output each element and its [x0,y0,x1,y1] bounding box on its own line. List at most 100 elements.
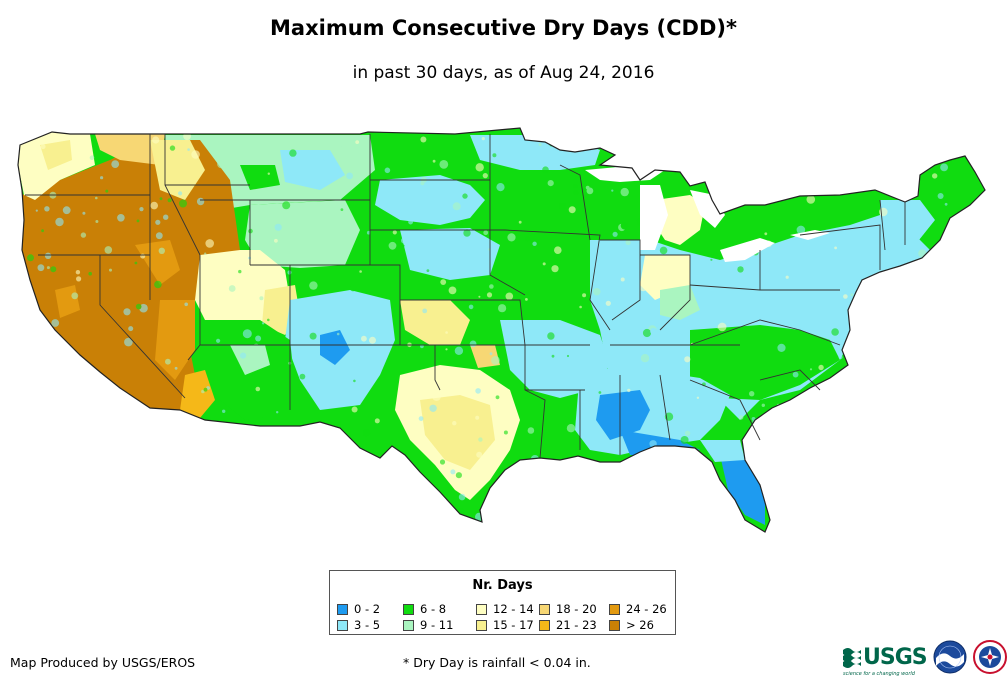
map-speckle [280,430,289,438]
map-speckle [95,196,98,200]
map-speckle [304,181,307,185]
map-speckle [408,219,413,225]
map-speckle [538,143,542,147]
map-speckle [168,476,172,480]
map-speckle [468,304,474,310]
map-speckle [89,155,95,160]
map-speckle [525,298,528,301]
map-speckle [432,392,441,401]
map-speckle [951,314,954,317]
map-speckle [801,485,805,489]
map-speckle [228,285,236,292]
map-speckle [282,445,291,453]
agency-logos: USGS science for a changing world [843,640,1007,677]
map-speckle [585,185,590,190]
map-speckle [322,154,330,162]
map-speckle [222,409,226,413]
map-speckle [445,331,448,334]
map-speckle [817,504,823,510]
map-speckle [838,355,843,360]
map-speckle [214,438,219,442]
map-speckle [805,515,813,523]
map-speckle [918,249,927,258]
map-speckle [960,143,969,151]
legend-item: 21 - 23 [539,618,597,632]
legend-box: Nr. Days 0 - 2 3 - 5 6 - 8 9 - 11 12 - 14 15 … [329,570,676,635]
map-speckle [856,184,860,187]
map-speckle [432,159,436,163]
map-speckle [898,151,905,158]
map-speckle [931,370,937,375]
map-speckle [287,270,292,275]
map-speckle [88,271,92,276]
map-speckle [803,422,810,428]
map-speckle [420,136,427,143]
map-speckle [448,286,457,295]
map-speckle [483,230,489,236]
map-speckle [475,388,481,394]
map-speckle [140,253,146,259]
map-speckle [439,459,446,465]
map-speckle [346,172,353,180]
map-speckle [318,317,323,322]
legend-item: > 26 [609,618,654,632]
map-speckle [929,406,933,410]
map-speckle [285,494,293,501]
legend-swatch [539,619,550,631]
map-speckle [328,490,333,494]
map-speckle [944,202,948,206]
map-speckle [749,391,755,397]
map-speckle [186,442,193,449]
map-speckle [128,326,134,332]
map-speckle [648,472,653,476]
dry-day-footnote: * Dry Day is rainfall < 0.04 in. [403,655,591,670]
map-speckle [684,356,691,363]
map-speckle [811,399,818,407]
map-speckle [639,284,647,292]
map-speckle [713,173,721,181]
map-speckle [374,418,380,424]
map-speckle [496,183,505,192]
map-subtitle: in past 30 days, as of Aug 24, 2016 [352,63,655,83]
map-speckle [834,246,837,250]
map-speckle [276,411,279,414]
map-speckle [350,285,356,292]
map-speckle [402,244,405,247]
map-speckle [952,260,961,270]
map-speckle [494,405,502,413]
map-speckle [165,358,171,365]
map-speckle [31,356,39,364]
map-speckle [259,296,264,301]
map-speckle [883,427,887,431]
map-speckle [698,303,703,308]
map-speckle [420,181,425,186]
legend-label: 0 - 2 [354,602,381,616]
map-speckle [957,297,967,306]
map-speckle [895,288,904,297]
map-speckle [35,209,38,212]
map-speckle [547,180,554,187]
map-speckle [869,355,872,359]
map-speckle [111,160,120,169]
map-speckle [478,295,481,298]
map-speckle [196,197,205,206]
map-speckle [314,485,321,493]
map-speckle [59,341,66,348]
map-speckle [627,388,631,393]
map-speckle [150,201,158,210]
map-speckle [145,415,154,424]
map-speckle [621,285,630,294]
map-speckle [582,293,587,298]
map-speckle [684,452,688,455]
map-speckle [282,201,291,210]
map-speckle [365,506,371,511]
map-speckle [640,354,650,363]
map-credit: Map Produced by USGS/EROS [10,655,196,670]
map-speckle [455,380,463,389]
map-speckle [62,206,71,215]
map-speckle [507,233,516,242]
map-speckle [861,502,866,508]
legend-item: 0 - 2 [337,602,380,616]
legend-item: 15 - 17 [476,618,534,632]
legend-swatch [609,619,620,631]
